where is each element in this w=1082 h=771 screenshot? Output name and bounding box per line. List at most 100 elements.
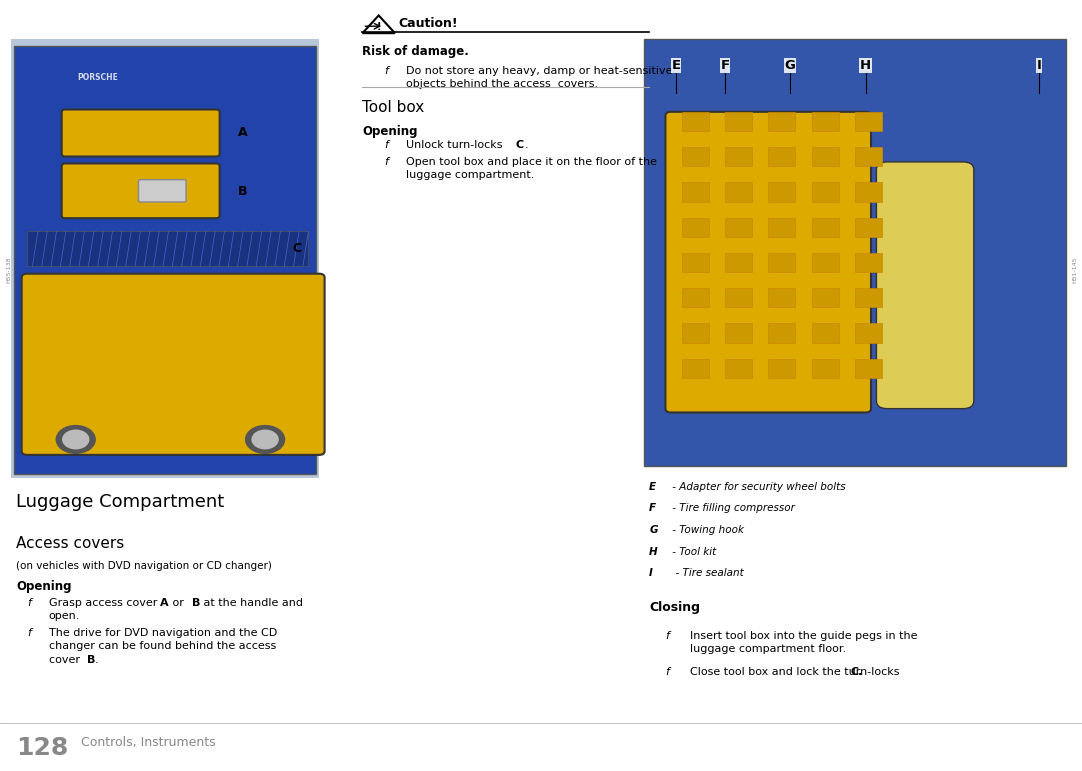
FancyBboxPatch shape <box>682 147 709 167</box>
Circle shape <box>63 430 89 449</box>
Text: H55-138: H55-138 <box>6 257 11 283</box>
FancyBboxPatch shape <box>665 112 871 412</box>
Text: luggage compartment floor.: luggage compartment floor. <box>690 644 846 654</box>
FancyBboxPatch shape <box>855 182 882 201</box>
FancyBboxPatch shape <box>682 112 709 131</box>
FancyBboxPatch shape <box>812 112 839 131</box>
Text: Unlock turn-locks: Unlock turn-locks <box>406 140 505 150</box>
Text: open.: open. <box>49 611 80 621</box>
Text: E: E <box>672 59 681 72</box>
FancyBboxPatch shape <box>682 359 709 378</box>
Text: Close tool box and lock the turn-locks: Close tool box and lock the turn-locks <box>690 667 903 677</box>
FancyBboxPatch shape <box>855 253 882 272</box>
Text: B: B <box>238 185 248 197</box>
FancyBboxPatch shape <box>812 253 839 272</box>
Text: F: F <box>649 503 657 513</box>
FancyBboxPatch shape <box>768 253 795 272</box>
Text: C: C <box>515 140 524 150</box>
Text: E: E <box>649 482 657 492</box>
FancyBboxPatch shape <box>725 217 752 237</box>
Text: B: B <box>192 598 200 608</box>
FancyBboxPatch shape <box>725 359 752 378</box>
Text: f: f <box>27 598 31 608</box>
FancyBboxPatch shape <box>812 217 839 237</box>
Text: luggage compartment.: luggage compartment. <box>406 170 535 180</box>
FancyBboxPatch shape <box>725 182 752 201</box>
FancyBboxPatch shape <box>812 359 839 378</box>
Text: The drive for DVD navigation and the CD: The drive for DVD navigation and the CD <box>49 628 277 638</box>
Text: - Tire sealant: - Tire sealant <box>669 568 743 578</box>
FancyBboxPatch shape <box>22 274 325 455</box>
FancyBboxPatch shape <box>682 217 709 237</box>
Text: 128: 128 <box>16 736 68 760</box>
FancyBboxPatch shape <box>725 253 752 272</box>
Text: f: f <box>384 157 388 167</box>
FancyBboxPatch shape <box>812 288 839 308</box>
Text: Luggage Compartment: Luggage Compartment <box>16 493 224 511</box>
FancyBboxPatch shape <box>11 39 319 478</box>
FancyBboxPatch shape <box>682 182 709 201</box>
Text: (on vehicles with DVD navigation or CD changer): (on vehicles with DVD navigation or CD c… <box>16 561 272 571</box>
FancyBboxPatch shape <box>812 323 839 342</box>
Text: C.: C. <box>850 667 862 677</box>
Text: H: H <box>649 547 658 557</box>
Text: or: or <box>169 598 187 608</box>
Text: Caution!: Caution! <box>398 17 458 29</box>
Text: Opening: Opening <box>16 580 71 593</box>
Text: Tool box: Tool box <box>362 100 425 115</box>
Text: Grasp access cover: Grasp access cover <box>49 598 160 608</box>
Text: A: A <box>238 126 248 139</box>
FancyBboxPatch shape <box>14 46 316 474</box>
FancyBboxPatch shape <box>682 288 709 308</box>
Text: - Tire filling compressor: - Tire filling compressor <box>669 503 794 513</box>
Text: cover: cover <box>49 655 83 665</box>
Circle shape <box>252 430 278 449</box>
FancyBboxPatch shape <box>812 182 839 201</box>
FancyBboxPatch shape <box>768 359 795 378</box>
Text: B: B <box>87 655 95 665</box>
FancyBboxPatch shape <box>768 217 795 237</box>
Circle shape <box>246 426 285 453</box>
Text: PORSCHE: PORSCHE <box>77 72 118 82</box>
Text: A: A <box>160 598 169 608</box>
Text: I: I <box>649 568 657 578</box>
FancyBboxPatch shape <box>812 147 839 167</box>
Text: objects behind the access  covers.: objects behind the access covers. <box>406 79 598 89</box>
Text: H: H <box>860 59 871 72</box>
FancyBboxPatch shape <box>138 180 186 202</box>
Text: G: G <box>649 525 658 535</box>
Text: - Towing hook: - Towing hook <box>669 525 743 535</box>
FancyBboxPatch shape <box>644 39 1066 466</box>
FancyBboxPatch shape <box>768 182 795 201</box>
Text: Insert tool box into the guide pegs in the: Insert tool box into the guide pegs in t… <box>690 631 918 641</box>
FancyBboxPatch shape <box>768 147 795 167</box>
Text: C: C <box>292 242 301 254</box>
FancyBboxPatch shape <box>855 112 882 131</box>
Text: Closing: Closing <box>649 601 700 614</box>
FancyBboxPatch shape <box>855 147 882 167</box>
FancyBboxPatch shape <box>768 288 795 308</box>
FancyBboxPatch shape <box>725 112 752 131</box>
Text: G: G <box>784 59 795 72</box>
Text: f: f <box>665 667 670 677</box>
Text: F: F <box>721 59 729 72</box>
FancyBboxPatch shape <box>27 231 308 266</box>
Text: at the handle and: at the handle and <box>200 598 303 608</box>
Text: - Tool kit: - Tool kit <box>669 547 716 557</box>
FancyBboxPatch shape <box>876 162 974 409</box>
Text: Controls, Instruments: Controls, Instruments <box>81 736 215 749</box>
FancyBboxPatch shape <box>725 323 752 342</box>
Text: Open tool box and place it on the floor of the: Open tool box and place it on the floor … <box>406 157 657 167</box>
FancyBboxPatch shape <box>725 147 752 167</box>
FancyBboxPatch shape <box>62 163 220 218</box>
Text: !: ! <box>377 22 381 32</box>
Text: Access covers: Access covers <box>16 536 124 550</box>
FancyBboxPatch shape <box>682 323 709 342</box>
Circle shape <box>56 426 95 453</box>
Text: Do not store any heavy, damp or heat-sensitive: Do not store any heavy, damp or heat-sen… <box>406 66 672 76</box>
FancyBboxPatch shape <box>855 359 882 378</box>
FancyBboxPatch shape <box>62 109 220 157</box>
FancyBboxPatch shape <box>768 323 795 342</box>
Text: .: . <box>95 655 98 665</box>
FancyBboxPatch shape <box>725 288 752 308</box>
